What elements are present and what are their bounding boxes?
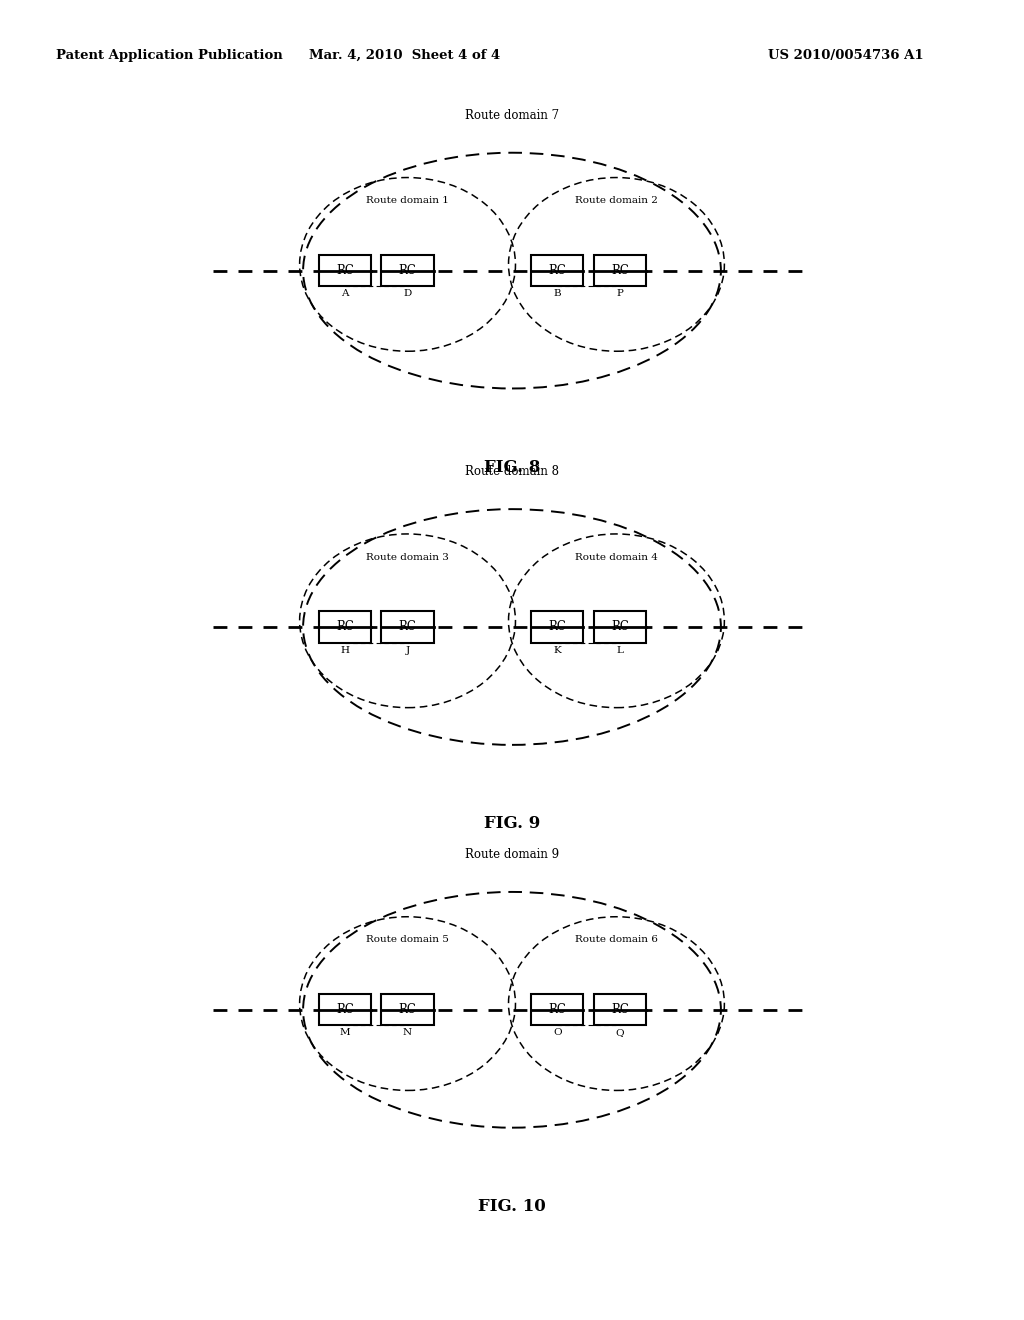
Text: RC: RC bbox=[611, 620, 629, 634]
Text: RC: RC bbox=[336, 1003, 354, 1016]
Text: RC: RC bbox=[336, 264, 354, 277]
Text: Route domain 7: Route domain 7 bbox=[465, 108, 559, 121]
Bar bbox=[531, 255, 584, 286]
Text: RC: RC bbox=[611, 1003, 629, 1016]
Text: J: J bbox=[406, 645, 410, 655]
Bar bbox=[318, 994, 371, 1026]
Bar bbox=[318, 611, 371, 643]
Bar bbox=[381, 255, 433, 286]
Text: Route domain 6: Route domain 6 bbox=[575, 936, 657, 944]
Bar bbox=[318, 994, 371, 1026]
Text: FIG. 8: FIG. 8 bbox=[483, 459, 541, 475]
Text: RC: RC bbox=[398, 1003, 417, 1016]
Text: Route domain 5: Route domain 5 bbox=[367, 936, 449, 944]
Text: Route domain 9: Route domain 9 bbox=[465, 847, 559, 861]
Text: RC: RC bbox=[398, 264, 417, 277]
Text: RC: RC bbox=[336, 620, 354, 634]
Bar bbox=[318, 611, 371, 643]
Bar bbox=[381, 994, 433, 1026]
Bar bbox=[381, 255, 433, 286]
Bar bbox=[594, 611, 646, 643]
Bar bbox=[381, 611, 433, 643]
Text: L: L bbox=[616, 645, 624, 655]
Text: RC: RC bbox=[398, 620, 417, 634]
Text: Route domain 8: Route domain 8 bbox=[465, 465, 559, 478]
Bar bbox=[531, 994, 584, 1026]
Text: Route domain 3: Route domain 3 bbox=[367, 553, 449, 561]
Bar bbox=[594, 255, 646, 286]
Text: FIG. 9: FIG. 9 bbox=[484, 814, 540, 832]
Text: RC: RC bbox=[548, 264, 566, 277]
Text: A: A bbox=[341, 289, 348, 298]
Text: Patent Application Publication: Patent Application Publication bbox=[56, 49, 283, 62]
Bar bbox=[381, 994, 433, 1026]
Text: M: M bbox=[340, 1028, 350, 1038]
Text: Mar. 4, 2010  Sheet 4 of 4: Mar. 4, 2010 Sheet 4 of 4 bbox=[309, 49, 500, 62]
Bar bbox=[594, 611, 646, 643]
Bar bbox=[531, 611, 584, 643]
Text: RC: RC bbox=[548, 620, 566, 634]
Text: N: N bbox=[403, 1028, 412, 1038]
Text: US 2010/0054736 A1: US 2010/0054736 A1 bbox=[768, 49, 924, 62]
Bar bbox=[594, 255, 646, 286]
Text: K: K bbox=[553, 645, 561, 655]
Bar bbox=[531, 255, 584, 286]
Text: RC: RC bbox=[611, 264, 629, 277]
Bar bbox=[594, 994, 646, 1026]
Text: Route domain 2: Route domain 2 bbox=[575, 197, 657, 205]
Bar bbox=[318, 255, 371, 286]
Text: O: O bbox=[553, 1028, 561, 1038]
Text: Route domain 4: Route domain 4 bbox=[575, 553, 657, 561]
Bar bbox=[318, 255, 371, 286]
Text: D: D bbox=[403, 289, 412, 298]
Bar bbox=[531, 611, 584, 643]
Text: H: H bbox=[340, 645, 349, 655]
Text: B: B bbox=[553, 289, 561, 298]
Bar bbox=[531, 994, 584, 1026]
Text: Route domain 1: Route domain 1 bbox=[367, 197, 449, 205]
Bar bbox=[381, 611, 433, 643]
Text: P: P bbox=[616, 289, 624, 298]
Bar bbox=[594, 994, 646, 1026]
Text: RC: RC bbox=[548, 1003, 566, 1016]
Text: FIG. 10: FIG. 10 bbox=[478, 1199, 546, 1214]
Text: Q: Q bbox=[615, 1028, 625, 1038]
